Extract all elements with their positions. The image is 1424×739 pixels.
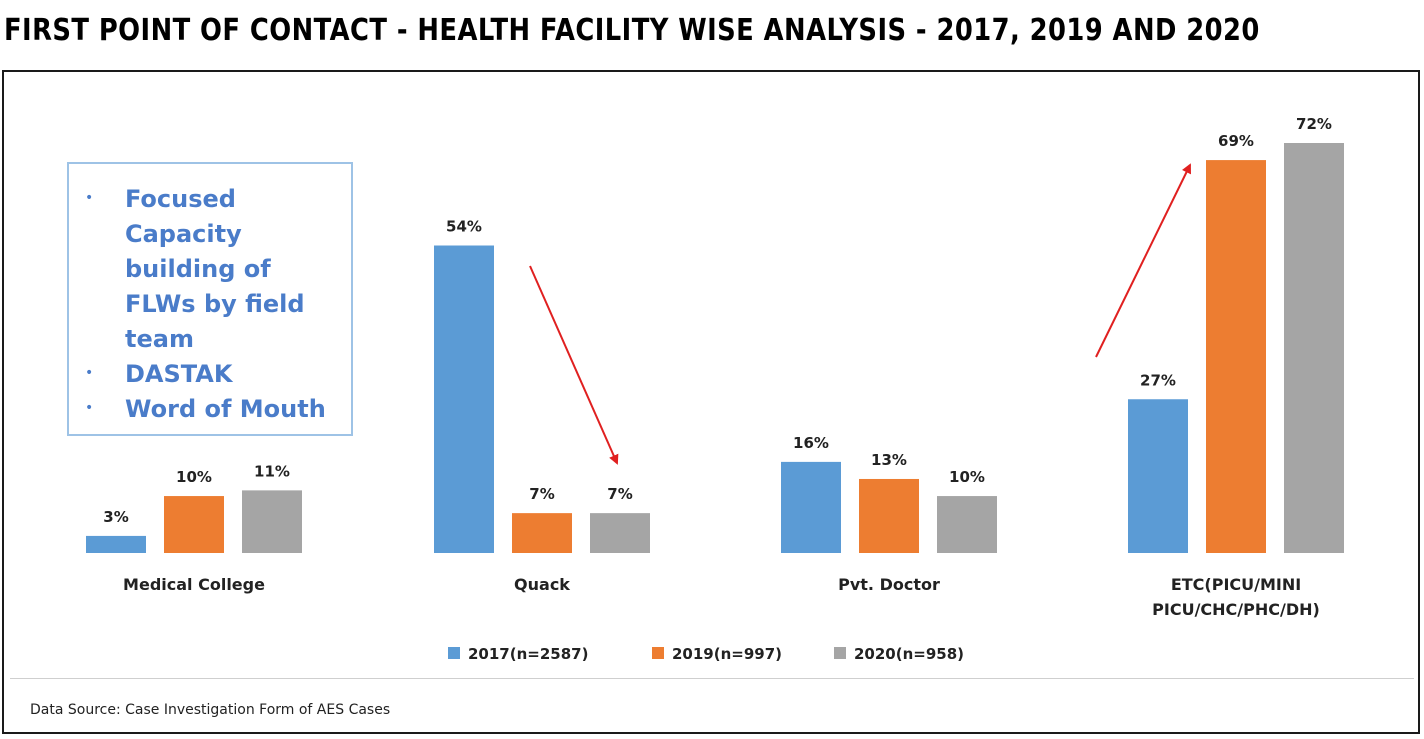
bar-2-2 <box>937 496 997 553</box>
bar-1-1 <box>512 513 572 553</box>
bar-1-0 <box>164 496 224 553</box>
legend-label: 2020(n=958) <box>854 645 964 663</box>
callout-bullet: • <box>85 365 94 381</box>
callout-line: DASTAK <box>125 360 233 388</box>
legend-label: 2017(n=2587) <box>468 645 588 663</box>
category-label: Quack <box>514 575 570 594</box>
legend-swatch <box>448 647 460 659</box>
data-label: 16% <box>793 434 829 452</box>
decrease-arrow <box>529 265 619 465</box>
data-label: 27% <box>1140 371 1176 389</box>
data-label: 72% <box>1296 115 1332 133</box>
data-label: 7% <box>529 485 554 503</box>
bar-0-1 <box>434 245 494 553</box>
data-label: 10% <box>949 468 985 486</box>
source-note: Data Source: Case Investigation Form of … <box>30 702 391 718</box>
data-label: 7% <box>607 485 632 503</box>
bar-1-3 <box>1206 160 1266 554</box>
callout-line: Focused <box>125 185 236 213</box>
bar-2-0 <box>242 490 302 553</box>
category-label: ETC(PICU/MINI <box>1171 575 1301 594</box>
category-label: Medical College <box>123 575 265 594</box>
increase-arrow <box>1095 163 1191 358</box>
source-divider <box>10 678 1414 679</box>
data-label: 11% <box>254 462 290 480</box>
bar-2-3 <box>1284 143 1344 553</box>
callout-line: building of <box>125 255 271 283</box>
callout-line: Word of Mouth <box>125 395 326 423</box>
category-label: Pvt. Doctor <box>838 575 940 594</box>
bar-0-0 <box>86 535 146 553</box>
callout-box: • Focused Capacity building of FLWs by field… <box>67 162 353 436</box>
page-title: FIRST POINT OF CONTACT - HEALTH FACILITY… <box>4 13 1260 48</box>
bar-0-3 <box>1128 399 1188 553</box>
bar-2-1 <box>590 513 650 553</box>
callout-bullet: • <box>85 190 94 206</box>
chart-frame <box>2 70 1420 734</box>
legend-swatch <box>652 647 664 659</box>
legend-label: 2019(n=997) <box>672 645 782 663</box>
callout-line: team <box>125 325 194 353</box>
data-label: 54% <box>446 218 482 236</box>
data-label: 10% <box>176 468 212 486</box>
callout-line: FLWs by field <box>125 290 305 318</box>
bar-1-2 <box>859 478 919 553</box>
data-label: 13% <box>871 451 907 469</box>
data-label: 69% <box>1218 132 1254 150</box>
callout-line: Capacity <box>125 220 242 248</box>
legend-swatch <box>834 647 846 659</box>
data-label: 3% <box>103 508 128 526</box>
bar-0-2 <box>781 461 841 553</box>
category-label: PICU/CHC/PHC/DH) <box>1152 600 1320 619</box>
callout-bullet: • <box>85 400 94 416</box>
